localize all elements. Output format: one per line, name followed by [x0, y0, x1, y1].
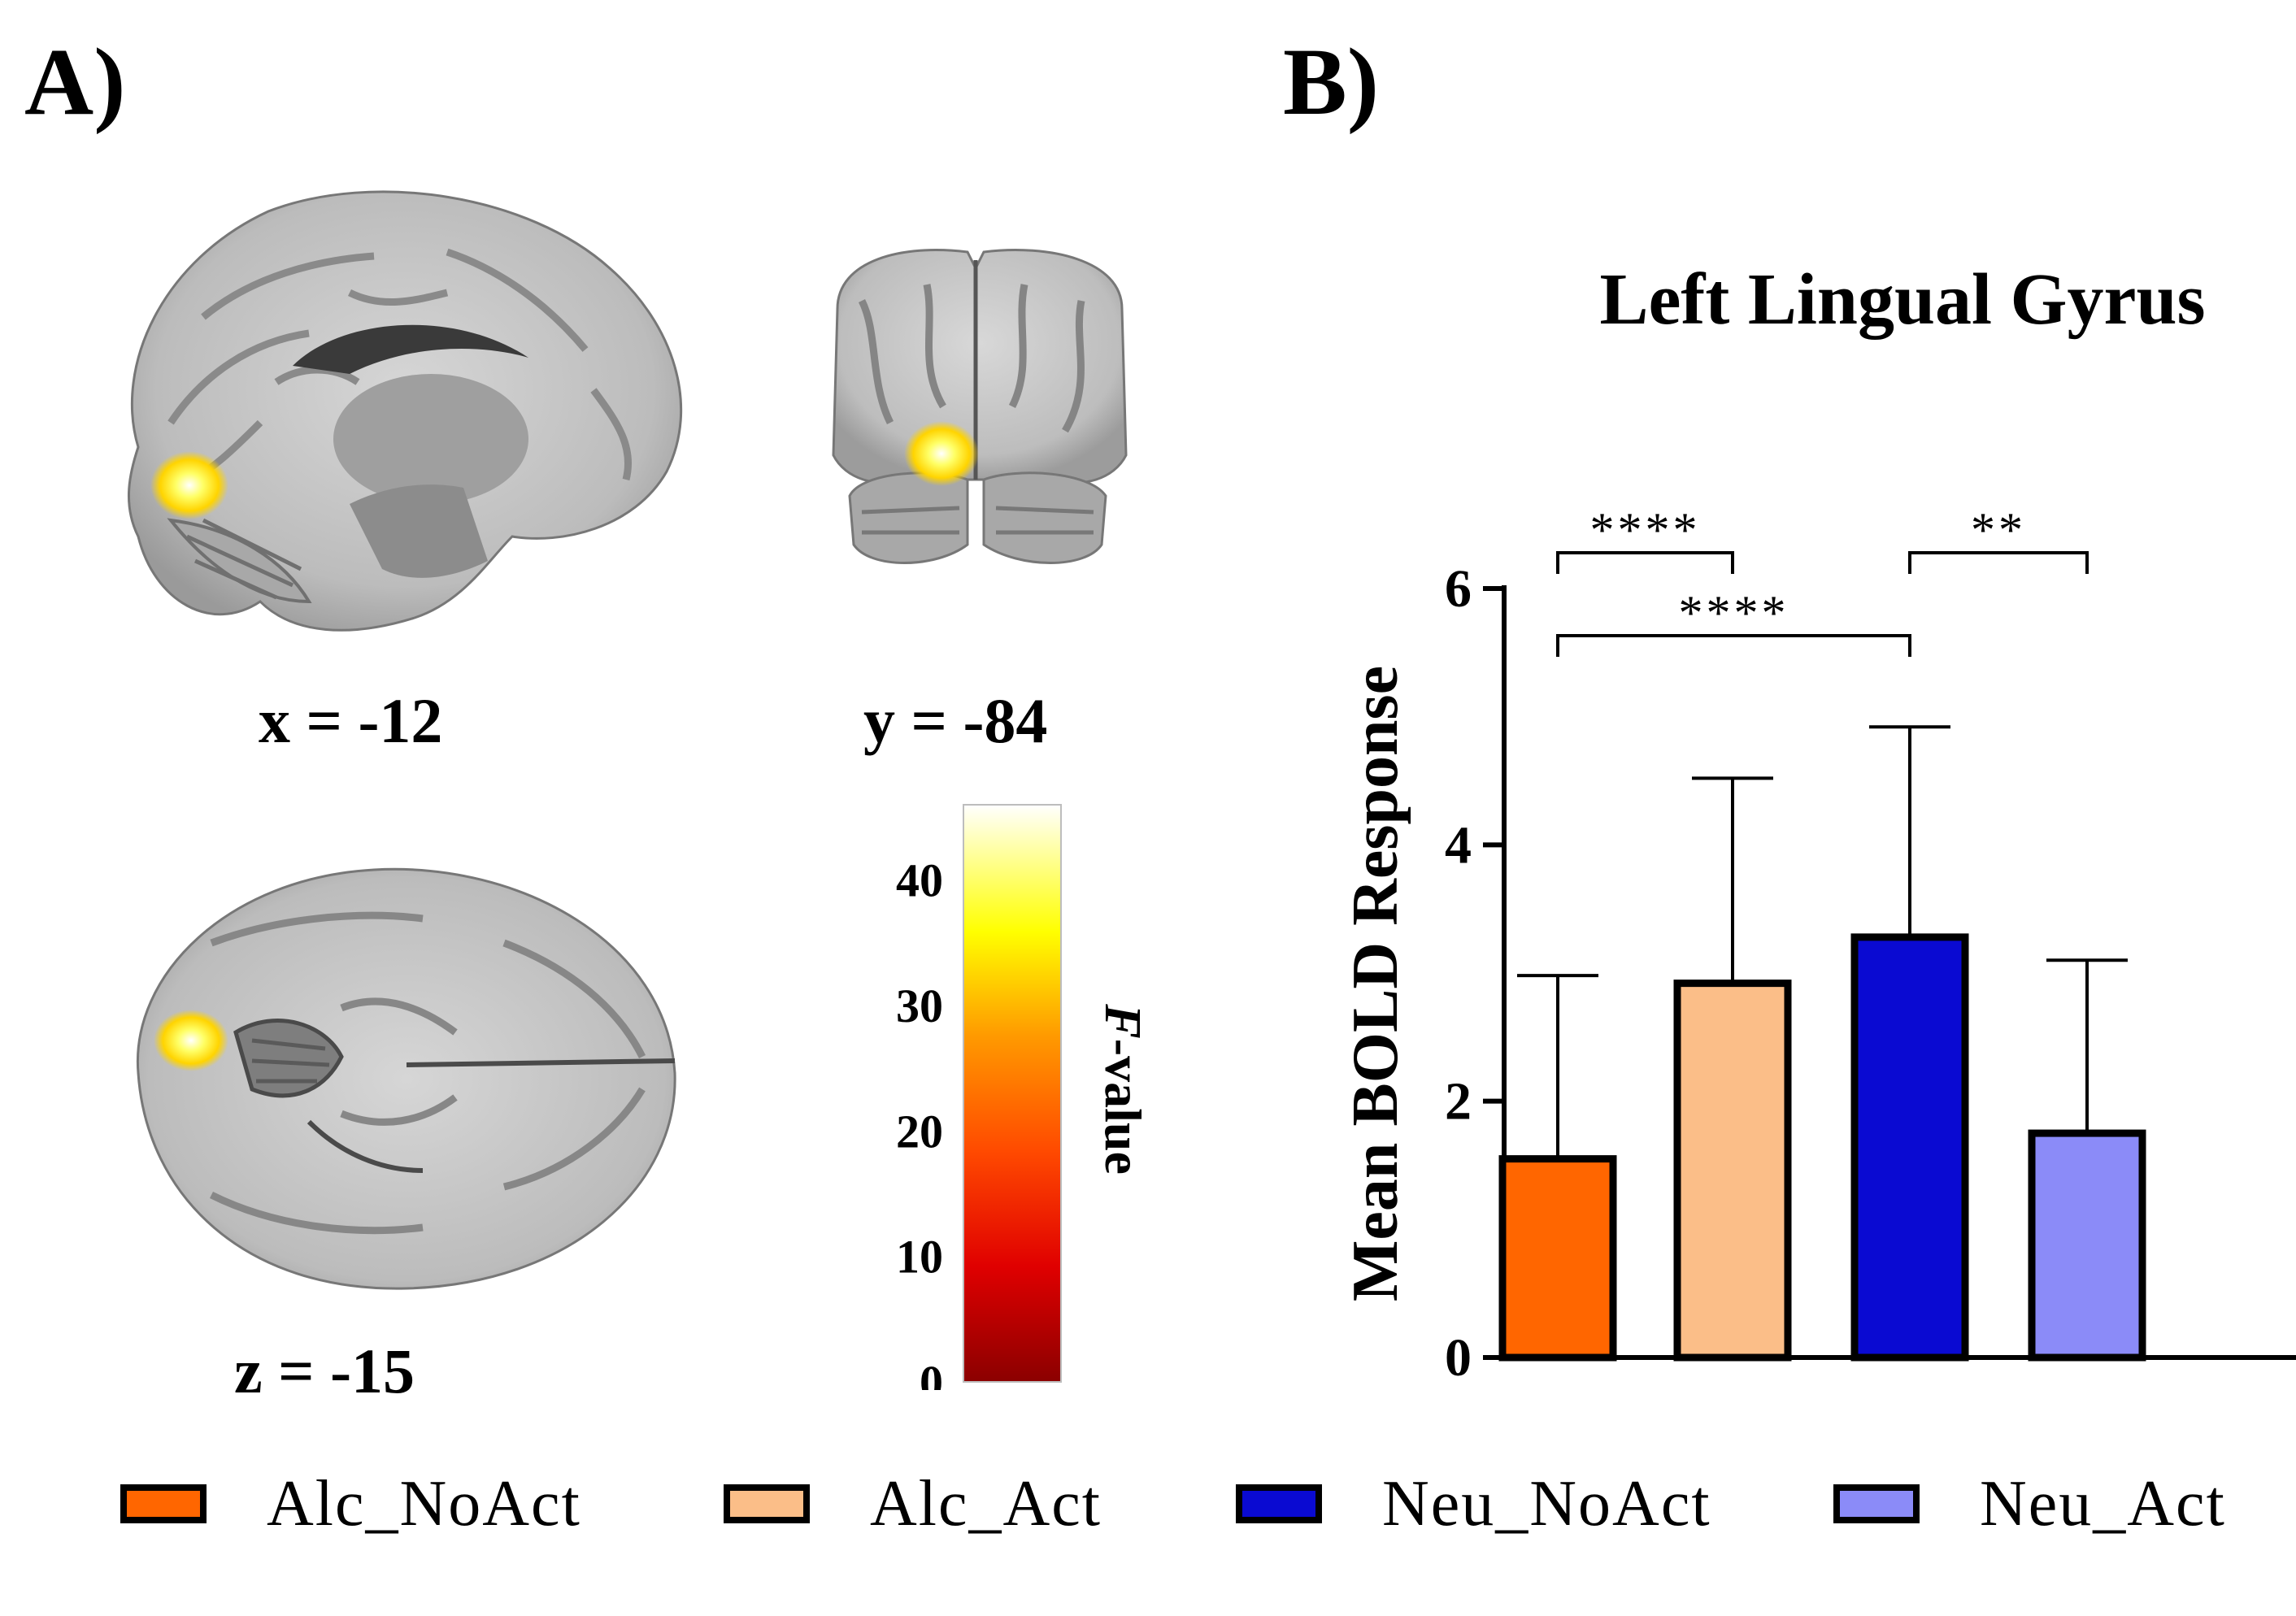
significance-bracket [1556, 551, 1734, 574]
coronal-brain-slice [832, 249, 1128, 564]
y-tick-label: 2 [1445, 1072, 1472, 1132]
bar-neu-act [2028, 1129, 2146, 1362]
colorbar-tick-label: 20 [896, 1105, 943, 1158]
axial-brain-slice [136, 867, 676, 1290]
legend-label: Neu_NoAct [1382, 1468, 1711, 1540]
y-tick-label: 0 [1445, 1328, 1472, 1382]
legend-swatch-alc-act [724, 1484, 810, 1523]
panel-a-label: A) [24, 28, 126, 135]
legend-swatch-neu-act [1833, 1484, 1920, 1523]
panel-b-label: B) [1283, 28, 1379, 135]
sagittal-brain-slice [128, 190, 683, 632]
legend-label: Neu_Act [1980, 1468, 2226, 1540]
f-value-colorbar: 0 10 20 30 40 F-value [896, 804, 1152, 1390]
legend-swatch-neu-noact [1236, 1484, 1322, 1523]
significance-label: **** [1590, 503, 1701, 557]
colorbar-gradient [963, 804, 1062, 1383]
colorbar-tick-label: 10 [896, 1231, 943, 1284]
bar-chart: Left Lingual Gyrus Mean BOLD Response 0 2… [1340, 259, 2296, 1382]
bar-alc-act [1673, 980, 1792, 1362]
colorbar-tick-label: 30 [896, 980, 943, 1032]
y-axis-label: Mean BOLD Response [1340, 666, 1411, 1301]
significance-bracket [1908, 551, 2089, 574]
significance-label: ** [1971, 503, 2026, 557]
y-tick-label: 4 [1445, 815, 1472, 875]
legend-label: Alc_Act [870, 1468, 1102, 1540]
significance-bracket [1556, 634, 1911, 657]
chart-legend: Alc_NoAct Alc_Act Neu_NoAct Neu_Act [0, 1455, 2296, 1553]
coronal-coordinate-label: y = -84 [863, 685, 1048, 756]
chart-title: Left Lingual Gyrus [1599, 259, 2205, 340]
legend-swatch-alc-noact [120, 1484, 207, 1523]
bar-neu-noact [1850, 933, 1969, 1362]
colorbar-tick-label: 0 [920, 1356, 943, 1390]
y-tick-label: 6 [1445, 559, 1472, 619]
significance-label: **** [1679, 586, 1789, 640]
legend-label: Alc_NoAct [267, 1468, 581, 1540]
axial-coordinate-label: z = -15 [234, 1336, 415, 1406]
colorbar-title: F-value [1094, 1003, 1152, 1175]
colorbar-tick-label: 40 [896, 854, 943, 907]
sagittal-coordinate-label: x = -12 [259, 685, 443, 756]
bar-alc-noact [1498, 1155, 1617, 1362]
